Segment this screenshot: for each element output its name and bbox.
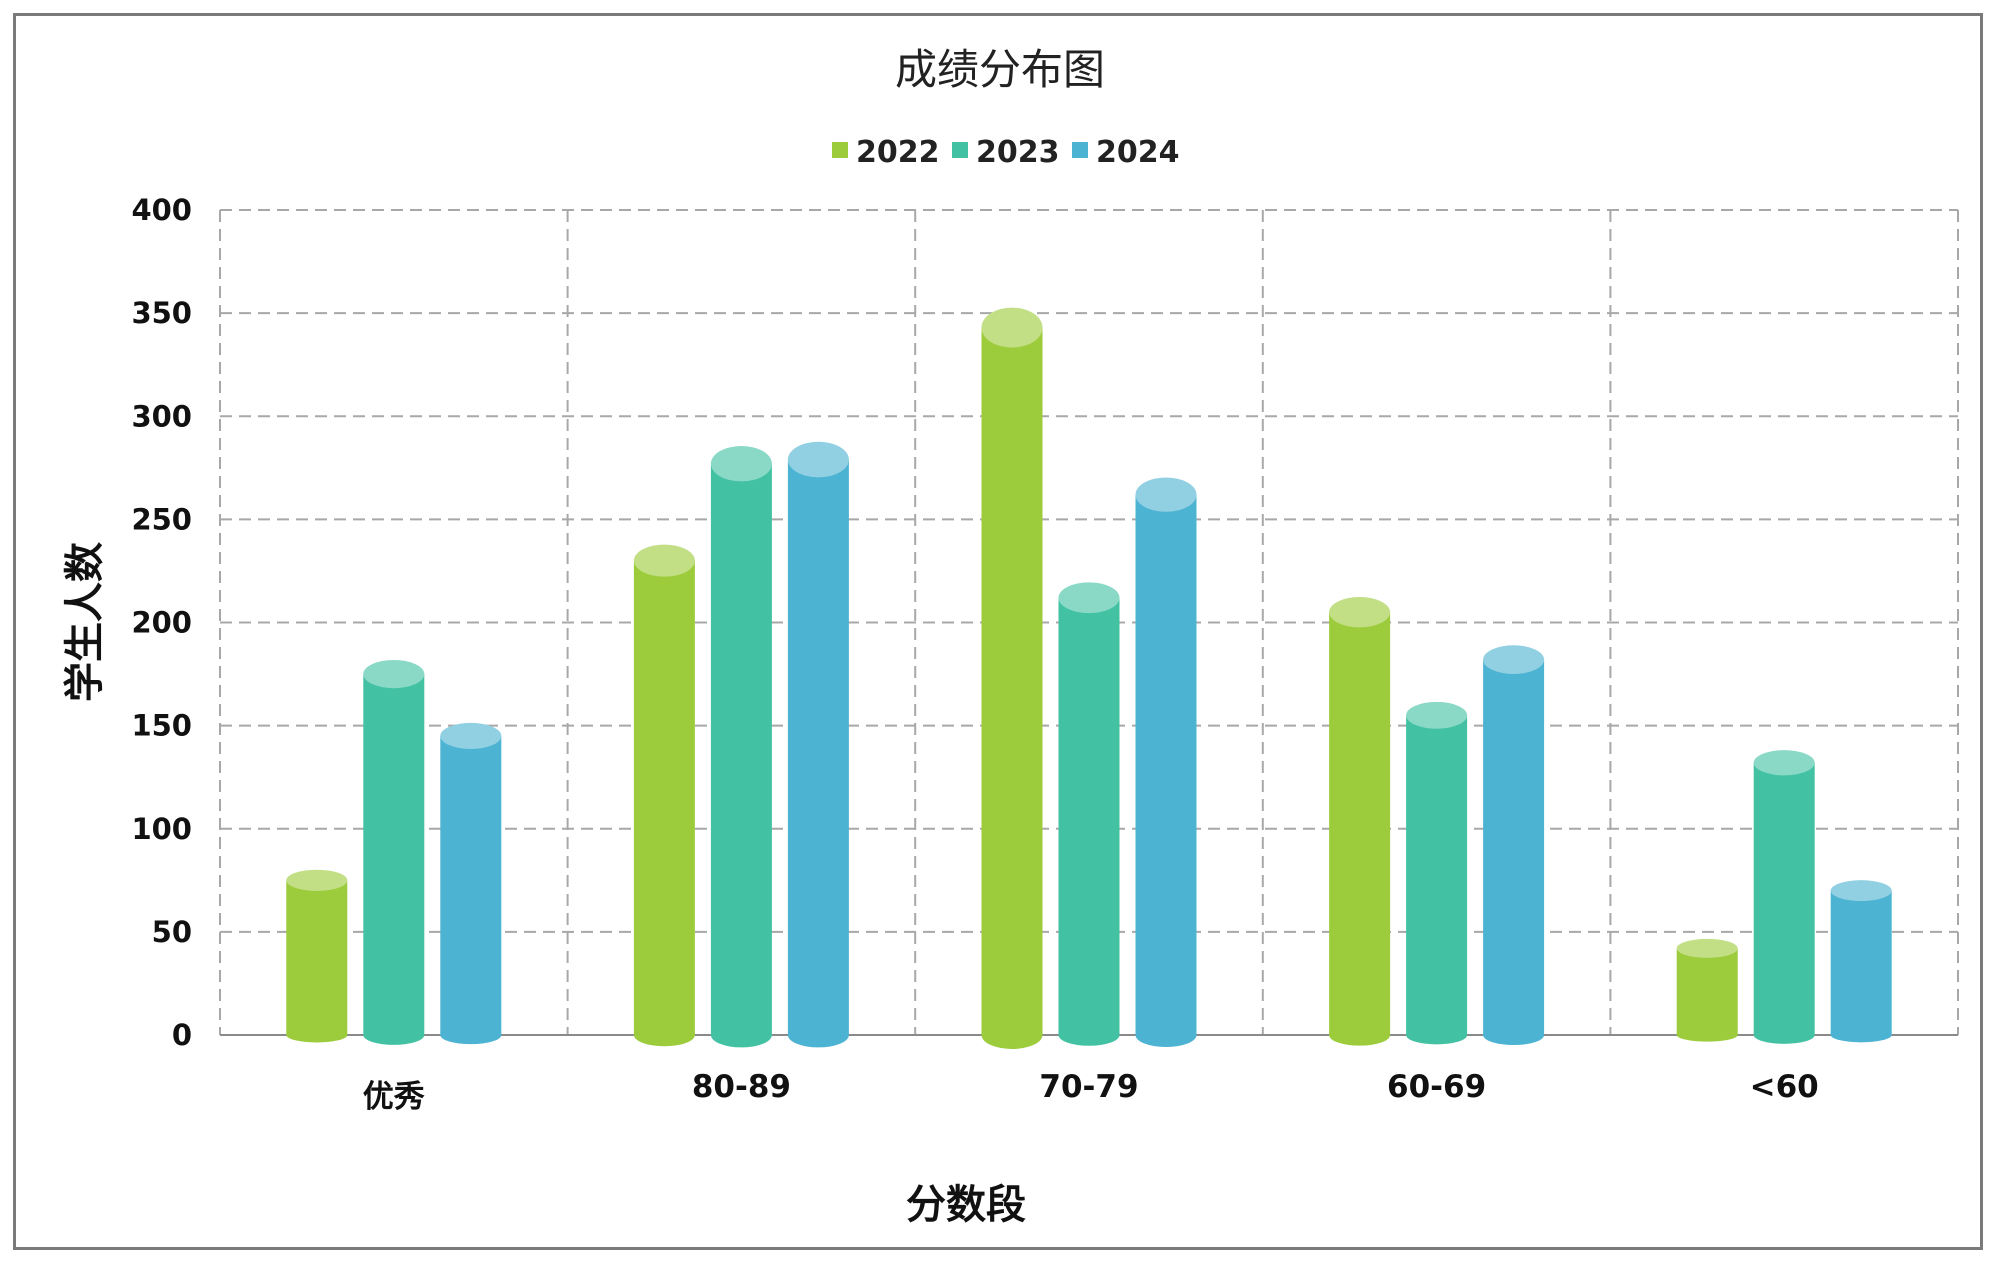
bar-base	[1406, 1025, 1468, 1045]
y-tick-label: 150	[131, 709, 192, 743]
legend-swatch	[1072, 142, 1088, 158]
bar-base	[1058, 1024, 1120, 1046]
y-tick-label: 50	[152, 915, 192, 949]
bar-2023-0	[363, 659, 425, 1045]
legend-swatch	[952, 142, 968, 158]
bar-body	[787, 459, 849, 1035]
bar-base	[1830, 1027, 1892, 1043]
bar-2022-0	[286, 869, 348, 1043]
bar-2024-2	[1135, 477, 1197, 1048]
y-tick-label: 350	[131, 296, 192, 330]
bar-body	[1135, 494, 1197, 1035]
bar-2022-1	[633, 544, 695, 1047]
bar-cap	[787, 441, 849, 478]
bar-cap	[440, 722, 502, 750]
axis-labels: 0 50 100 150 200 250 300 350 400 优秀 80-89 70-79 60-6…	[131, 193, 1818, 1115]
bar-cap	[1135, 477, 1197, 512]
bar-2022-4	[1676, 938, 1738, 1042]
bar-2023-3	[1406, 701, 1468, 1045]
bar-2023-4	[1753, 750, 1815, 1044]
bar-cap	[633, 544, 695, 577]
bar-body	[1676, 948, 1738, 1035]
bar-2024-0	[440, 722, 502, 1045]
legend-item-2022: 2022	[832, 135, 940, 170]
bar-body	[633, 560, 695, 1035]
bar-base	[1135, 1022, 1197, 1048]
bar-cap	[1329, 597, 1391, 628]
bar-body	[440, 735, 502, 1035]
y-tick-label: 250	[131, 502, 192, 536]
bar-body	[363, 674, 425, 1035]
bar-body	[1483, 659, 1545, 1035]
bar-body	[1406, 715, 1468, 1035]
bar-series	[286, 307, 1892, 1049]
legend-label: 2023	[976, 135, 1060, 170]
x-axis-label: 分数段	[906, 1182, 1026, 1228]
bar-cap	[1753, 750, 1815, 776]
y-tick-label: 200	[131, 606, 192, 640]
bar-cap	[710, 445, 772, 482]
x-tick-label: 80-89	[692, 1069, 791, 1105]
legend-item-2024: 2024	[1072, 135, 1180, 170]
x-tick-label: <60	[1750, 1069, 1819, 1105]
bar-body	[1329, 612, 1391, 1035]
bar-2024-4	[1830, 880, 1892, 1043]
bar-base	[1329, 1024, 1391, 1046]
bar-body	[981, 327, 1043, 1035]
bar-2022-3	[1329, 597, 1391, 1046]
bar-body	[1753, 762, 1815, 1035]
chart-title: 成绩分布图	[895, 45, 1105, 94]
bar-body	[1830, 890, 1892, 1035]
x-tick-label: 70-79	[1039, 1069, 1138, 1105]
bar-2024-1	[787, 441, 849, 1048]
y-tick-label: 400	[131, 193, 192, 227]
bar-cap	[1830, 880, 1892, 902]
bar-body	[286, 880, 348, 1035]
legend: 2022 2023 2024	[832, 135, 1180, 170]
bar-base	[1676, 1028, 1738, 1042]
bar-base	[633, 1023, 695, 1047]
bar-2023-2	[1058, 582, 1120, 1046]
bar-2022-2	[981, 307, 1043, 1049]
bar-base	[1753, 1026, 1815, 1044]
bar-base	[363, 1025, 425, 1045]
bar-cap	[981, 307, 1043, 348]
bar-base	[286, 1027, 348, 1043]
x-tick-label: 60-69	[1387, 1069, 1486, 1105]
bar-base	[1483, 1024, 1545, 1046]
x-tick-label: 优秀	[363, 1079, 425, 1115]
bar-body	[1058, 597, 1120, 1035]
bar-base	[787, 1022, 849, 1048]
bar-base	[710, 1022, 772, 1048]
y-tick-label: 300	[131, 399, 192, 433]
bar-cap	[363, 659, 425, 689]
bar-base	[440, 1025, 502, 1045]
bar-base	[981, 1021, 1043, 1049]
y-tick-label: 0	[172, 1018, 192, 1052]
y-tick-label: 100	[131, 812, 192, 846]
bar-body	[710, 463, 772, 1035]
legend-swatch	[832, 142, 848, 158]
bar-2023-1	[710, 445, 772, 1048]
y-axis-label: 学生人数	[62, 542, 108, 702]
bar-cap	[1676, 938, 1738, 958]
bar-cap	[1406, 701, 1468, 729]
legend-label: 2024	[1096, 135, 1180, 170]
bar-cap	[1058, 582, 1120, 614]
grid-lines	[219, 209, 1959, 1036]
bar-2024-3	[1483, 645, 1545, 1046]
legend-label: 2022	[856, 135, 940, 170]
bar-cap	[286, 869, 348, 891]
bar-cap	[1483, 645, 1545, 674]
legend-item-2023: 2023	[952, 135, 1060, 170]
